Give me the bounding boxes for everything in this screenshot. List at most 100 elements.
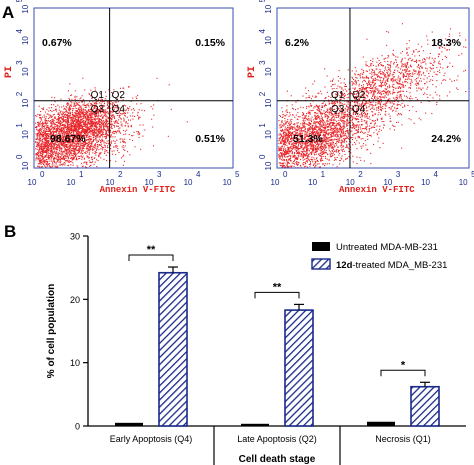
bar-treated: [158, 271, 188, 427]
y-tick-base: 10: [264, 67, 273, 76]
bar-untreated: [367, 421, 395, 426]
percent-q3: 98.67%: [50, 133, 86, 145]
y-tick-label: 20: [70, 295, 80, 305]
y-tick: 104: [258, 29, 273, 45]
y-tick-base: 10: [21, 130, 30, 139]
x-tick-exponent: 4: [196, 170, 201, 179]
y-tick-base: 10: [264, 36, 273, 45]
y-tick-base: 10: [21, 36, 30, 45]
percent-q4: 0.51%: [195, 133, 225, 145]
x-axis-label: Cell death stage: [239, 454, 316, 465]
scatter-dots: [35, 77, 188, 169]
significance-marker: **: [147, 244, 156, 256]
x-tick-exponent: 1: [79, 170, 84, 179]
y-axis-label: PI: [4, 66, 15, 78]
y-tick: 103: [258, 60, 273, 76]
quadrant-label-q1: Q1: [331, 90, 345, 101]
bar-untreated: [115, 422, 143, 426]
y-tick-exponent: 3: [258, 60, 267, 65]
y-tick-exponent: 1: [15, 123, 24, 128]
bar-untreated: [241, 423, 269, 426]
x-tick-exponent: 4: [434, 170, 439, 179]
quadrant-label-q4: Q4: [352, 104, 366, 115]
quadrant-label-q1: Q1: [91, 90, 105, 101]
y-tick: 104: [15, 29, 30, 45]
x-tick-base: 10: [421, 178, 430, 187]
x-tick-exponent: 2: [358, 170, 363, 179]
legend-swatch-untreated: [312, 242, 330, 251]
plot-frame: [33, 7, 234, 169]
y-tick-exponent: 2: [15, 91, 24, 96]
x-tick-base: 10: [106, 178, 115, 187]
y-tick: 101: [15, 123, 30, 139]
percent-q1: 6.2%: [285, 37, 310, 49]
significance-marker: **: [273, 281, 282, 293]
y-axis-label: % of cell population: [46, 284, 57, 378]
y-tick-exponent: 4: [15, 29, 24, 34]
bar-treated: [410, 385, 440, 427]
y-tick: 102: [258, 91, 273, 107]
y-tick-exponent: 3: [15, 60, 24, 65]
y-tick-exponent: 5: [15, 0, 24, 2]
y-tick: 10 5: [258, 0, 273, 14]
quadrant-label-q4: Q4: [112, 104, 126, 115]
x-tick-exponent: 1: [321, 170, 326, 179]
percent-q2: 18.3%: [431, 37, 461, 49]
y-tick-base: 10: [264, 4, 273, 13]
y-tick-exponent: 2: [258, 91, 267, 96]
y-tick: 100: [258, 154, 273, 170]
x-tick-base: 10: [28, 178, 37, 187]
y-tick-base: 10: [21, 98, 30, 107]
y-tick-base: 10: [21, 67, 30, 76]
x-tick-exponent: 3: [157, 170, 162, 179]
y-tick-base: 10: [21, 4, 30, 13]
x-tick-exponent: 2: [118, 170, 123, 179]
x-axis-label: Annexin V-FITC: [100, 185, 176, 195]
x-tick-exponent: 5: [235, 170, 240, 179]
y-tick-exponent: 4: [258, 29, 267, 34]
legend-label-untreated: Untreated MDA-MB-231: [336, 242, 438, 253]
significance-bracket: [128, 254, 174, 262]
y-axis-label-group: PI: [4, 66, 15, 78]
significance-bracket: [380, 369, 426, 377]
percent-q3: 51.3%: [293, 133, 323, 145]
y-tick: 100: [15, 154, 30, 170]
y-tick: 102: [15, 91, 30, 107]
significance-marker: *: [401, 359, 406, 371]
y-tick-base: 10: [264, 130, 273, 139]
panel-a-letter: A: [2, 3, 14, 22]
y-tick: 103: [15, 60, 30, 76]
x-tick-base: 10: [223, 178, 232, 187]
y-tick-exponent: 0: [15, 154, 24, 159]
legend-swatch-treated: [311, 258, 331, 270]
y-tick-base: 10: [264, 98, 273, 107]
x-tick-base: 10: [271, 178, 280, 187]
x-tick-base: 10: [459, 178, 468, 187]
legend-label-treated: 12d-treated MDA_MB-231: [336, 260, 447, 271]
y-tick-exponent: 5: [258, 0, 267, 2]
x-tick-exponent: 3: [396, 170, 401, 179]
y-tick-exponent: 1: [258, 123, 267, 128]
y-tick-base: 10: [21, 161, 30, 170]
quadrant-label-q3: Q3: [331, 104, 345, 115]
x-tick-exponent: 5: [471, 170, 474, 179]
quadrant-label-q2: Q2: [112, 90, 126, 101]
category-label: Necrosis (Q1): [375, 434, 431, 444]
category-label: Early Apoptosis (Q4): [110, 434, 193, 444]
y-axis-label: PI: [247, 66, 258, 78]
y-tick-label: 30: [70, 232, 80, 242]
quadrant-label-q2: Q2: [352, 90, 366, 101]
x-tick-base: 10: [346, 178, 355, 187]
percent-q2: 0.15%: [195, 37, 225, 49]
x-tick-base: 10: [67, 178, 76, 187]
y-tick-label: 0: [75, 422, 80, 432]
percent-q1: 0.67%: [42, 37, 72, 49]
y-tick-label: 10: [70, 358, 80, 368]
quadrant-label-q3: Q3: [91, 104, 105, 115]
y-tick-exponent: 0: [258, 154, 267, 159]
x-tick-base: 10: [308, 178, 317, 187]
y-axis-label-group: % of cell population: [46, 284, 57, 378]
